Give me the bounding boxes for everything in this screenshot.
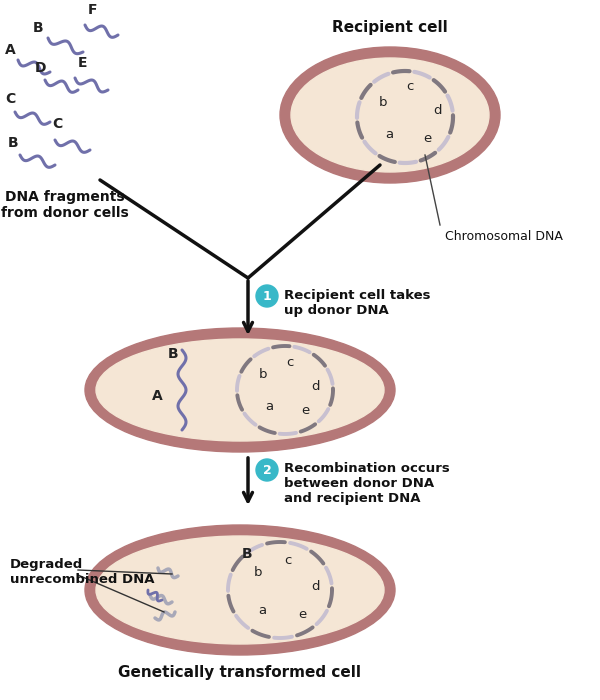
Text: c: c	[406, 80, 413, 94]
Text: D: D	[35, 61, 47, 75]
Text: a: a	[265, 400, 273, 414]
Text: a: a	[258, 603, 266, 617]
Text: A: A	[152, 389, 163, 403]
Text: a: a	[385, 129, 393, 141]
Text: Degraded
unrecombined DNA: Degraded unrecombined DNA	[10, 558, 155, 586]
Text: Genetically transformed cell: Genetically transformed cell	[119, 664, 361, 680]
Text: 1: 1	[263, 290, 271, 302]
Text: C: C	[52, 117, 62, 131]
Text: Recombination occurs
between donor DNA
and recipient DNA: Recombination occurs between donor DNA a…	[284, 462, 450, 505]
Ellipse shape	[291, 58, 489, 172]
Text: B: B	[33, 21, 44, 35]
Circle shape	[256, 459, 278, 481]
Ellipse shape	[96, 339, 384, 441]
Text: b: b	[254, 566, 262, 578]
Text: B: B	[168, 347, 179, 361]
Text: Chromosomal DNA: Chromosomal DNA	[445, 230, 563, 243]
Text: b: b	[379, 97, 387, 109]
Text: A: A	[5, 43, 16, 57]
Text: c: c	[284, 554, 292, 566]
Text: e: e	[301, 403, 309, 416]
Ellipse shape	[85, 525, 395, 655]
Circle shape	[256, 285, 278, 307]
Text: d: d	[433, 104, 441, 118]
Ellipse shape	[280, 47, 500, 183]
Text: Recipient cell takes
up donor DNA: Recipient cell takes up donor DNA	[284, 289, 431, 317]
Text: E: E	[78, 56, 88, 70]
Text: F: F	[88, 3, 97, 17]
Text: d: d	[311, 379, 319, 393]
Text: d: d	[312, 580, 320, 592]
Text: C: C	[5, 92, 15, 106]
Text: c: c	[286, 356, 293, 368]
Text: 2: 2	[263, 463, 271, 477]
Text: B: B	[8, 136, 19, 150]
Text: e: e	[423, 132, 431, 146]
Text: e: e	[298, 608, 306, 620]
Text: B: B	[242, 547, 253, 561]
Text: DNA fragments
from donor cells: DNA fragments from donor cells	[1, 190, 129, 220]
Ellipse shape	[85, 328, 395, 452]
Text: b: b	[259, 368, 267, 381]
Ellipse shape	[96, 536, 384, 644]
Text: Recipient cell: Recipient cell	[332, 20, 448, 35]
